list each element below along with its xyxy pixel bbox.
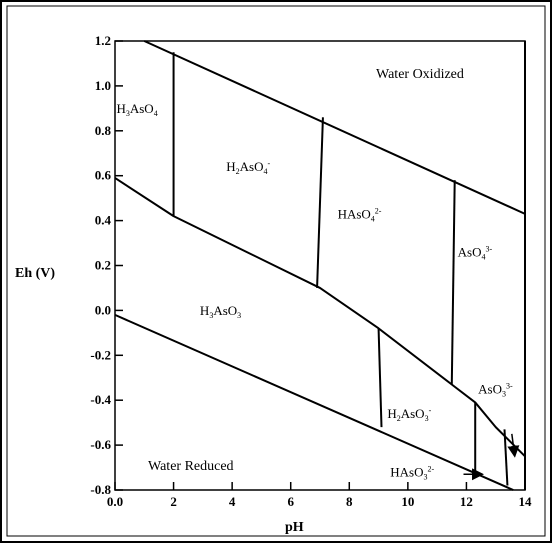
x-tick-label: 10 [401, 494, 414, 509]
species-label-h3aso4: H3AsO4 [116, 101, 157, 118]
h3aso3-h2aso3-boundary [377, 328, 383, 428]
x-tick-label: 14 [519, 494, 533, 509]
y-tick-label: 0.0 [95, 302, 111, 317]
water-oxidized-label: Water Oxidized [376, 67, 464, 82]
species-labels-layer: H3AsO4 H2AsO4- HAsO42- AsO43- H3AsO3 H2AsO3- A… [116, 101, 513, 482]
x-tick-label: 0.0 [107, 494, 123, 509]
haso3-aso3-boundary [503, 429, 509, 486]
y-tick-label: 0.2 [95, 258, 111, 273]
species-label-h3aso3: H3AsO3 [200, 303, 241, 320]
y-tick-label: -0.8 [90, 482, 111, 497]
species-label-haso3: HAsO32- [390, 465, 434, 482]
species-label-haso4: HAsO42- [338, 206, 382, 223]
water-reduced-line [114, 313, 514, 491]
water-oxidized-line [143, 40, 526, 215]
inner-frame [6, 5, 546, 537]
x-axis-title: pH [285, 520, 304, 535]
species-label-h2aso3: H2AsO3- [387, 406, 431, 423]
species-label-aso3: AsO33- [478, 381, 513, 398]
x-tick-label: 12 [460, 494, 473, 509]
y-axis-title: Eh (V) [15, 266, 55, 281]
species-label-aso4: AsO43- [458, 245, 493, 262]
x-tick-label: 8 [346, 494, 353, 509]
h2aso4-haso4-boundary [316, 117, 324, 288]
y-tick-label: 0.8 [95, 123, 112, 138]
x-tick-label: 2 [170, 494, 177, 509]
x-tick-label: 6 [287, 494, 294, 509]
species-label-h2aso4: H2AsO4- [226, 159, 270, 176]
as5-as3-boundary [114, 177, 526, 458]
y-tick-label: 1.2 [95, 33, 111, 48]
y-tick-label: 0.4 [95, 213, 112, 228]
y-tick-label: -0.2 [90, 347, 111, 362]
aso3-arrow [507, 433, 520, 458]
y-tick-label: 0.6 [95, 168, 112, 183]
water-reduced-label: Water Reduced [148, 459, 234, 474]
ticks-layer: 0.0 2 4 6 8 10 12 14 -0.8 -0.6 -0.4 -0.2 0.0 0.2 0.4 0.… [90, 33, 532, 509]
x-tick-label: 4 [229, 494, 236, 509]
y-tick-label: 1.0 [95, 78, 111, 93]
y-tick-label: -0.4 [90, 392, 111, 407]
y-tick-label: -0.6 [90, 437, 111, 452]
haso4-aso4-boundary [450, 180, 456, 385]
boundaries-layer [114, 40, 526, 491]
